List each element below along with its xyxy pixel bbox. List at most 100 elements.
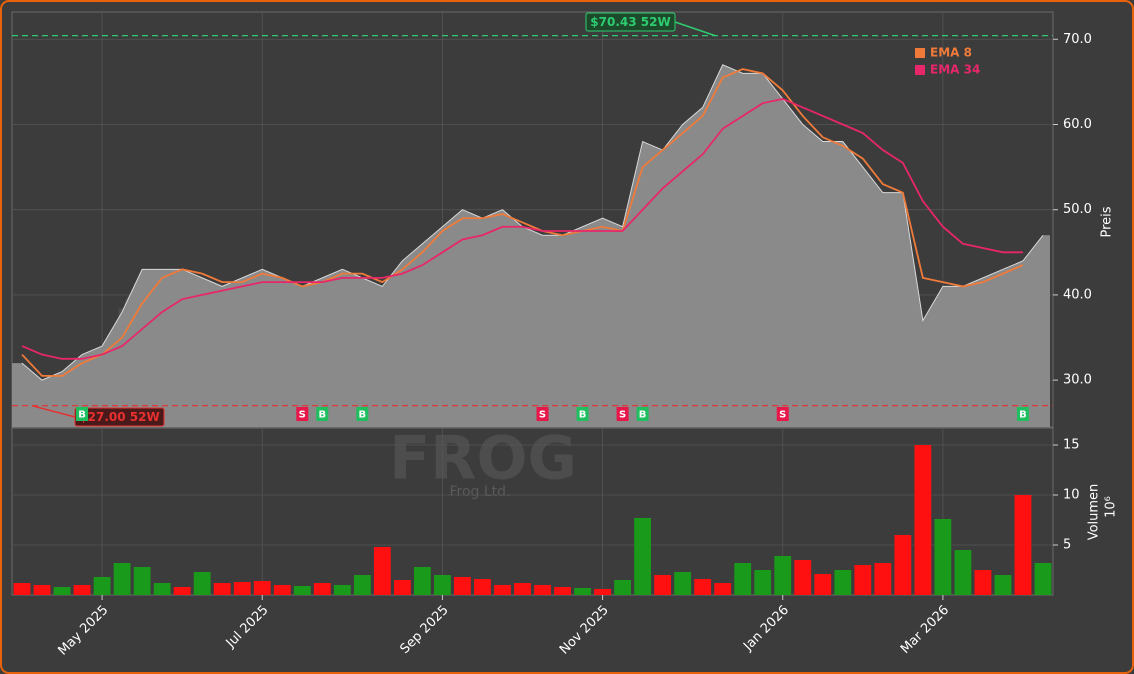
signal-marker xyxy=(776,407,789,421)
y-tick-label: 10 xyxy=(1063,488,1080,503)
legend-label: EMA 8 xyxy=(930,46,972,60)
volume-bar xyxy=(33,585,51,595)
y-tick-label: 30.0 xyxy=(1063,373,1092,388)
signal-marker xyxy=(296,407,309,421)
volume-bar xyxy=(253,581,271,595)
volume-bar xyxy=(1014,495,1032,595)
annotation-arrow xyxy=(674,21,716,37)
volume-bar xyxy=(774,556,792,595)
volume-bar xyxy=(494,585,511,595)
volume-bar xyxy=(994,575,1012,595)
annotation-arrow xyxy=(31,404,76,418)
volume-bar xyxy=(313,583,331,595)
signal-label: B xyxy=(639,410,647,421)
volume-bar xyxy=(894,535,912,595)
volume-bar xyxy=(233,582,251,595)
volume-bar xyxy=(173,587,191,595)
signal-marker xyxy=(1016,407,1029,421)
ema-line xyxy=(21,97,1023,360)
y-tick-label: 40.0 xyxy=(1063,287,1092,302)
signal-label: B xyxy=(579,410,587,421)
signal-label: B xyxy=(78,410,86,421)
y-tick-label: 5 xyxy=(1063,538,1071,553)
volume-bar xyxy=(914,445,932,595)
volume-bar xyxy=(974,570,992,595)
price-line xyxy=(21,64,1044,381)
volume-bar xyxy=(534,585,551,595)
volume-bar xyxy=(754,570,772,595)
volume-bar xyxy=(954,550,972,595)
signal-marker xyxy=(536,407,549,421)
signal-label: S xyxy=(619,410,626,421)
annotation-label: $27.00 52W xyxy=(79,410,159,424)
watermark-company: Frog Ltd. xyxy=(449,484,510,500)
y-tick-label: 15 xyxy=(1063,438,1080,453)
volume-bar xyxy=(514,583,531,595)
signal-label: B xyxy=(1019,410,1027,421)
volume-bar xyxy=(213,583,231,595)
signal-label: B xyxy=(318,410,326,421)
volume-bar xyxy=(694,579,712,595)
volume-bar xyxy=(814,574,832,595)
signal-marker xyxy=(356,407,369,421)
volume-bar xyxy=(373,547,391,595)
y-axis-label: Volumen xyxy=(1087,484,1102,541)
signal-label: S xyxy=(779,410,786,421)
volume-bar xyxy=(734,563,752,595)
volume-bar xyxy=(794,560,812,595)
signal-marker xyxy=(636,407,649,421)
signal-marker xyxy=(576,407,589,421)
volume-bar xyxy=(934,519,952,595)
watermark-symbol: FROG xyxy=(389,424,576,494)
volume-bar xyxy=(434,575,451,595)
signal-marker xyxy=(316,407,329,421)
volume-bar xyxy=(614,580,631,595)
ema-line xyxy=(21,68,1024,377)
volume-bar xyxy=(574,588,591,595)
volume-bar xyxy=(333,585,351,595)
y-tick-label: 60.0 xyxy=(1063,117,1092,132)
annotation-label: $70.43 52W xyxy=(590,15,670,29)
y-axis-unit: 10⁶ xyxy=(1104,496,1119,518)
volume-bar xyxy=(353,575,371,595)
signal-marker xyxy=(76,407,89,421)
legend-swatch xyxy=(915,48,925,58)
volume-bar xyxy=(53,587,71,595)
volume-bar xyxy=(393,580,411,595)
volume-bar xyxy=(113,563,131,595)
volume-bar xyxy=(554,587,571,595)
area-fill xyxy=(12,64,1050,427)
volume-bar xyxy=(1034,563,1052,595)
legend-swatch xyxy=(915,65,925,75)
legend-label: EMA 34 xyxy=(930,63,980,77)
volume-bar xyxy=(474,579,491,595)
y-tick-label: 50.0 xyxy=(1063,202,1092,217)
volume-bar xyxy=(714,583,732,595)
volume-bar xyxy=(874,563,892,595)
y-axis-label: Preis xyxy=(1100,206,1115,237)
volume-bar xyxy=(834,570,852,595)
volume-bar xyxy=(13,583,31,595)
volume-bar xyxy=(93,577,111,595)
signal-label: B xyxy=(359,410,367,421)
volume-bar xyxy=(674,572,692,595)
annotation-box xyxy=(585,12,676,32)
volume-bar xyxy=(293,586,311,595)
volume-bar xyxy=(594,589,611,595)
volume-bar xyxy=(193,572,211,595)
annotation-box xyxy=(74,407,165,427)
signal-label: S xyxy=(299,410,306,421)
volume-bar xyxy=(413,567,431,595)
signal-label: S xyxy=(539,410,546,421)
volume-bar xyxy=(273,585,291,595)
volume-bar xyxy=(133,567,151,595)
signal-marker xyxy=(616,407,629,421)
volume-bar xyxy=(153,583,171,595)
volume-bar xyxy=(654,575,672,595)
volume-bar xyxy=(854,565,872,595)
volume-bar xyxy=(454,577,471,595)
y-tick-label: 70.0 xyxy=(1063,32,1092,47)
volume-bar xyxy=(73,585,91,595)
volume-bar xyxy=(634,518,652,595)
